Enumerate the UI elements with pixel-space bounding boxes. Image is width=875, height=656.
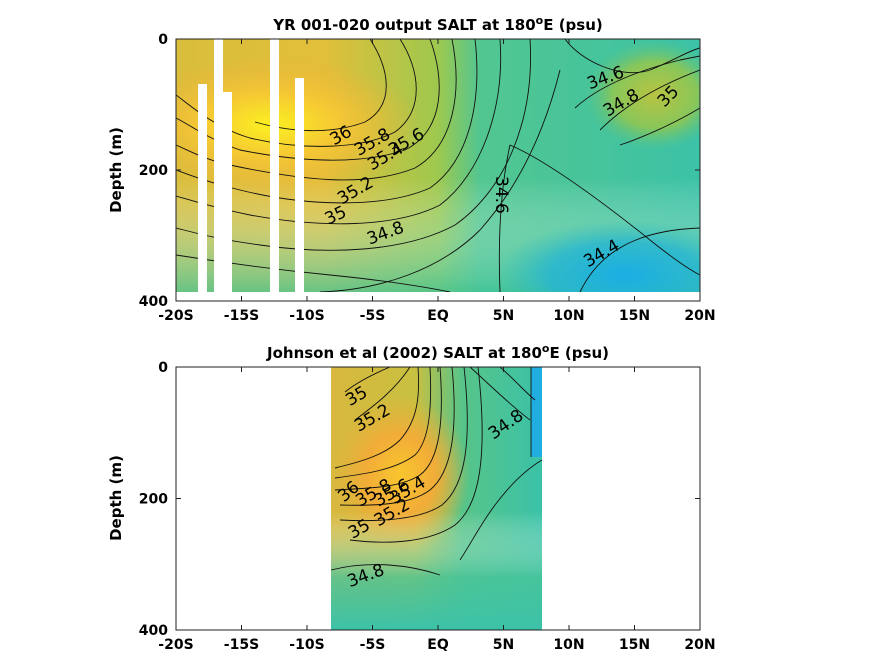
top-x-tick-label: -15S [224, 308, 259, 324]
top-x-axis: -20S -15S -10S -5S EQ 5N 10N 15N 20N [158, 39, 716, 324]
top-x-tick-label: 10N [553, 308, 584, 324]
top-masked-columns [198, 39, 304, 301]
top-x-tick-label: 15N [619, 308, 650, 324]
bottom-y-axis-label: Depth (m) [107, 455, 125, 541]
top-y-tick-label: 200 [139, 163, 168, 179]
top-chart-title: YR 001-020 output SALT at 180oE (psu) [272, 14, 603, 34]
bottom-x-tick-label: -5S [360, 637, 386, 653]
bottom-y-tick-label: 0 [158, 360, 168, 376]
top-x-tick-label: -20S [158, 308, 193, 324]
bottom-y-axis: 0 200 400 [139, 360, 700, 639]
top-y-tick-label: 0 [158, 32, 168, 48]
bottom-contour-lines [330, 367, 543, 576]
bottom-x-tick-label: 15N [619, 637, 650, 653]
bottom-x-tick-label: -15S [224, 637, 259, 653]
top-x-tick-label: 20N [684, 308, 715, 324]
top-y-axis: 0 200 400 [139, 32, 700, 310]
bottom-y-tick-label: 400 [139, 623, 168, 639]
top-panel: 3635.835.635.435.23534.834.634.434.634.8… [107, 14, 716, 324]
top-y-axis-label: Depth (m) [107, 127, 125, 213]
bottom-x-tick-label: -20S [158, 637, 193, 653]
bottom-x-tick-label: EQ [427, 637, 449, 653]
top-x-tick-label: -10S [289, 308, 324, 324]
top-salinity-field [176, 39, 700, 301]
bottom-x-tick-label: -10S [289, 637, 324, 653]
top-x-tick-label: EQ [427, 308, 449, 324]
bottom-x-tick-label: 5N [493, 637, 514, 653]
top-x-tick-label: 5N [493, 308, 514, 324]
bottom-x-tick-label: 10N [553, 637, 584, 653]
top-x-tick-label: -5S [360, 308, 386, 324]
top-y-tick-label: 400 [139, 294, 168, 310]
bottom-x-axis: -20S -15S -10S -5S EQ 5N 10N 15N 20N [158, 367, 716, 653]
bottom-salinity-field [330, 367, 543, 630]
top-contour-label: 34.6 [491, 176, 511, 214]
bottom-y-tick-label: 200 [139, 492, 168, 508]
bottom-x-tick-label: 20N [684, 637, 715, 653]
bottom-chart-title: Johnson et al (2002) SALT at 180oE (psu) [266, 342, 609, 362]
